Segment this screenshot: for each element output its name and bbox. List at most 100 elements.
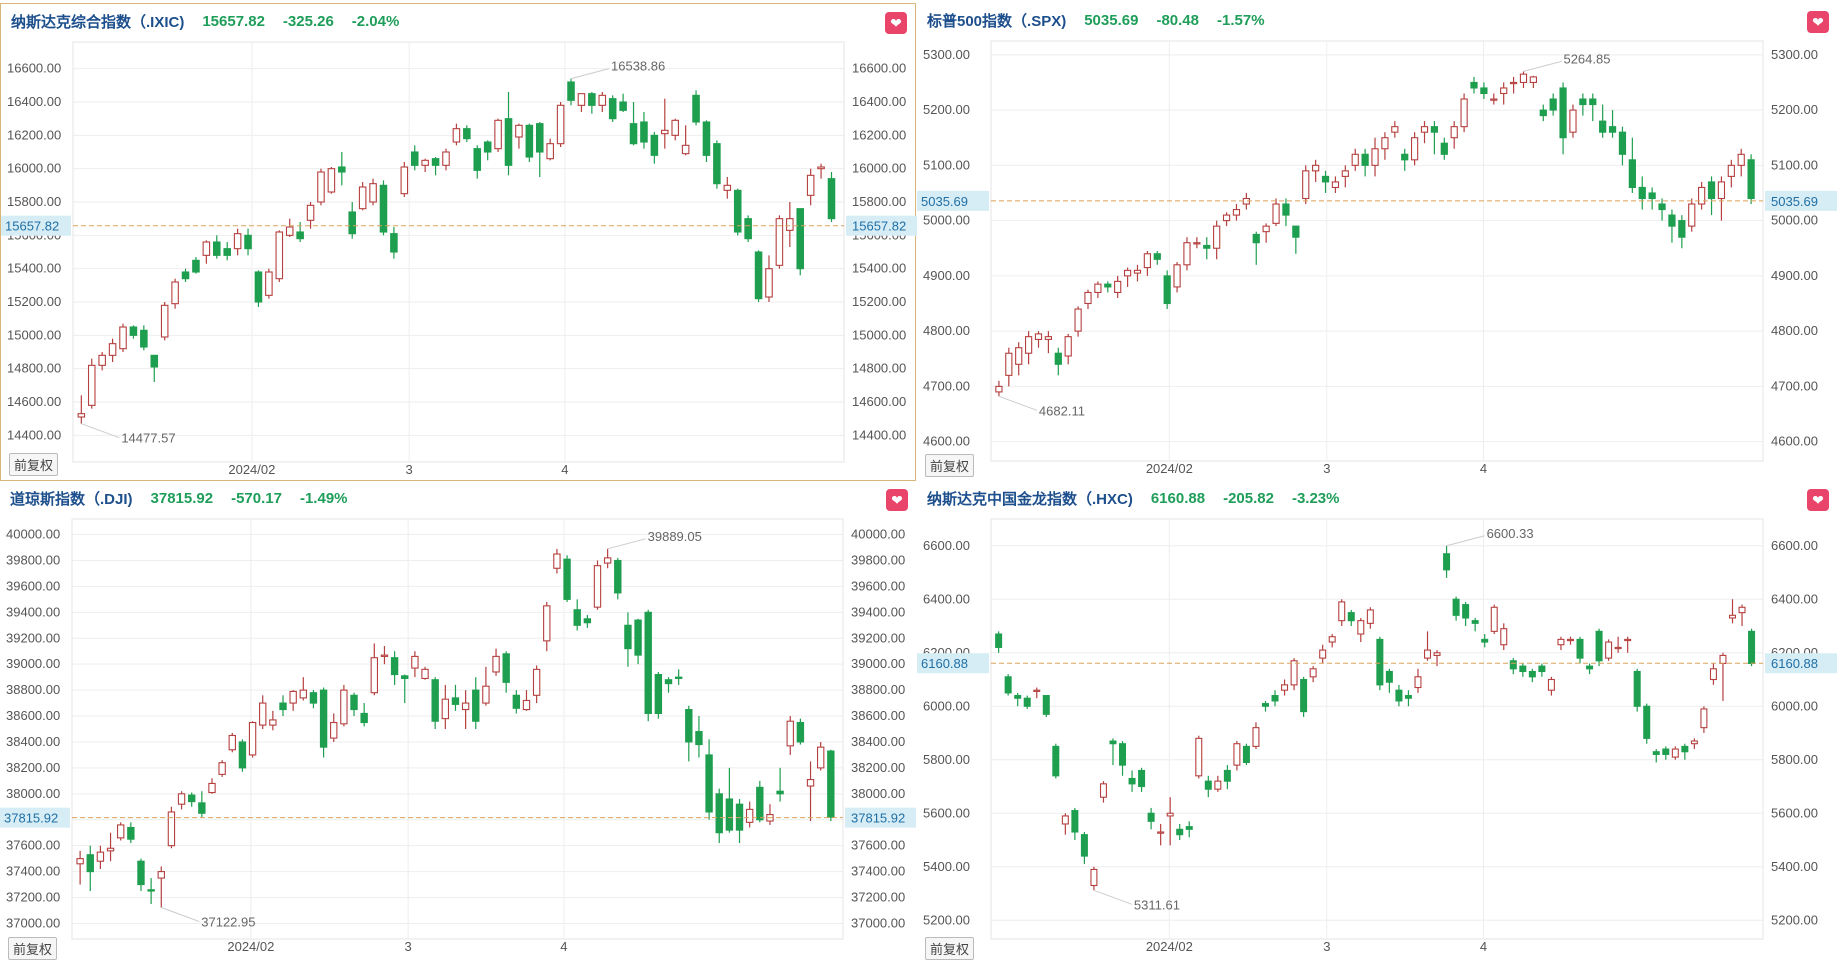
candle[interactable]: [556, 102, 565, 147]
candle[interactable]: [1338, 599, 1346, 627]
candle[interactable]: [733, 188, 742, 236]
candle[interactable]: [522, 690, 531, 711]
candle[interactable]: [1717, 176, 1726, 221]
candle[interactable]: [1183, 237, 1191, 271]
candle[interactable]: [160, 302, 169, 341]
candle[interactable]: [108, 338, 117, 362]
candle[interactable]: [1084, 289, 1092, 310]
candle[interactable]: [1213, 220, 1221, 260]
candle[interactable]: [1185, 821, 1193, 838]
candle[interactable]: [192, 257, 200, 274]
candle[interactable]: [1094, 281, 1102, 298]
candle[interactable]: [421, 158, 429, 172]
candle[interactable]: [1658, 198, 1666, 221]
candle[interactable]: [614, 557, 622, 600]
candle[interactable]: [400, 162, 409, 197]
candle[interactable]: [654, 671, 663, 719]
candle[interactable]: [715, 788, 723, 844]
candle[interactable]: [603, 548, 612, 569]
candle[interactable]: [431, 677, 439, 729]
candle[interactable]: [1500, 623, 1508, 651]
candle[interactable]: [1042, 695, 1050, 717]
candle[interactable]: [796, 208, 805, 276]
candle[interactable]: [553, 548, 561, 574]
candle[interactable]: [1539, 104, 1547, 122]
candle[interactable]: [1233, 741, 1241, 771]
candle[interactable]: [1023, 695, 1031, 709]
candle[interactable]: [98, 352, 106, 371]
candle[interactable]: [1433, 650, 1441, 667]
candle[interactable]: [754, 250, 763, 302]
candle[interactable]: [1272, 198, 1280, 227]
candle[interactable]: [723, 177, 732, 199]
favorite-heart-icon[interactable]: ❤: [1807, 11, 1829, 33]
candle[interactable]: [827, 172, 836, 222]
candle[interactable]: [674, 669, 683, 685]
price-adjust-button[interactable]: 前复权: [9, 453, 59, 476]
candle[interactable]: [502, 651, 510, 693]
candle[interactable]: [269, 710, 277, 731]
candle[interactable]: [340, 684, 348, 727]
candle[interactable]: [1557, 636, 1565, 651]
candle[interactable]: [254, 270, 263, 307]
candle[interactable]: [171, 278, 179, 309]
candle[interactable]: [681, 125, 690, 156]
candle[interactable]: [546, 138, 554, 161]
candle[interactable]: [309, 690, 318, 709]
candle[interactable]: [1688, 198, 1696, 232]
candle[interactable]: [624, 612, 632, 667]
candle[interactable]: [1071, 807, 1079, 841]
candle[interactable]: [127, 822, 135, 844]
candle[interactable]: [1331, 176, 1340, 193]
candle[interactable]: [588, 92, 596, 114]
candle[interactable]: [1547, 676, 1555, 696]
candle[interactable]: [619, 93, 627, 112]
candle[interactable]: [1357, 617, 1365, 643]
candle[interactable]: [411, 651, 419, 678]
candle[interactable]: [1698, 181, 1706, 210]
candle[interactable]: [1519, 663, 1527, 677]
candle[interactable]: [137, 858, 145, 892]
candle[interactable]: [244, 228, 252, 256]
candle[interactable]: [299, 677, 307, 701]
candle[interactable]: [167, 806, 176, 849]
candle[interactable]: [1143, 251, 1151, 276]
candle[interactable]: [577, 93, 586, 112]
candle[interactable]: [806, 168, 815, 206]
candle[interactable]: [744, 215, 752, 242]
candle[interactable]: [289, 690, 297, 711]
candle[interactable]: [532, 665, 541, 704]
candle[interactable]: [1204, 775, 1212, 798]
candle[interactable]: [1424, 631, 1432, 661]
candle[interactable]: [285, 218, 294, 237]
candle[interactable]: [593, 560, 602, 610]
candle[interactable]: [1529, 75, 1537, 88]
candle[interactable]: [390, 227, 398, 259]
candle[interactable]: [1471, 617, 1479, 632]
candle[interactable]: [202, 240, 211, 264]
candle[interactable]: [1559, 82, 1567, 155]
candle[interactable]: [1671, 746, 1679, 760]
candle[interactable]: [1252, 722, 1260, 750]
candle[interactable]: [583, 614, 592, 628]
candle[interactable]: [598, 92, 607, 112]
candle[interactable]: [360, 703, 368, 727]
candle[interactable]: [1281, 679, 1289, 696]
candle[interactable]: [1490, 93, 1498, 105]
candle[interactable]: [279, 695, 287, 717]
candle[interactable]: [379, 180, 388, 236]
candle[interactable]: [380, 646, 389, 665]
candle[interactable]: [1569, 104, 1577, 138]
candle[interactable]: [350, 692, 358, 717]
candle[interactable]: [1430, 121, 1439, 155]
candle[interactable]: [1481, 634, 1489, 648]
candle[interactable]: [1470, 76, 1478, 94]
candle[interactable]: [1643, 703, 1651, 744]
candle[interactable]: [650, 132, 659, 164]
candle[interactable]: [1668, 209, 1676, 243]
candle[interactable]: [1443, 545, 1451, 578]
candle[interactable]: [157, 866, 165, 908]
candle[interactable]: [1109, 738, 1117, 766]
candle[interactable]: [473, 145, 482, 179]
candle[interactable]: [765, 255, 773, 302]
